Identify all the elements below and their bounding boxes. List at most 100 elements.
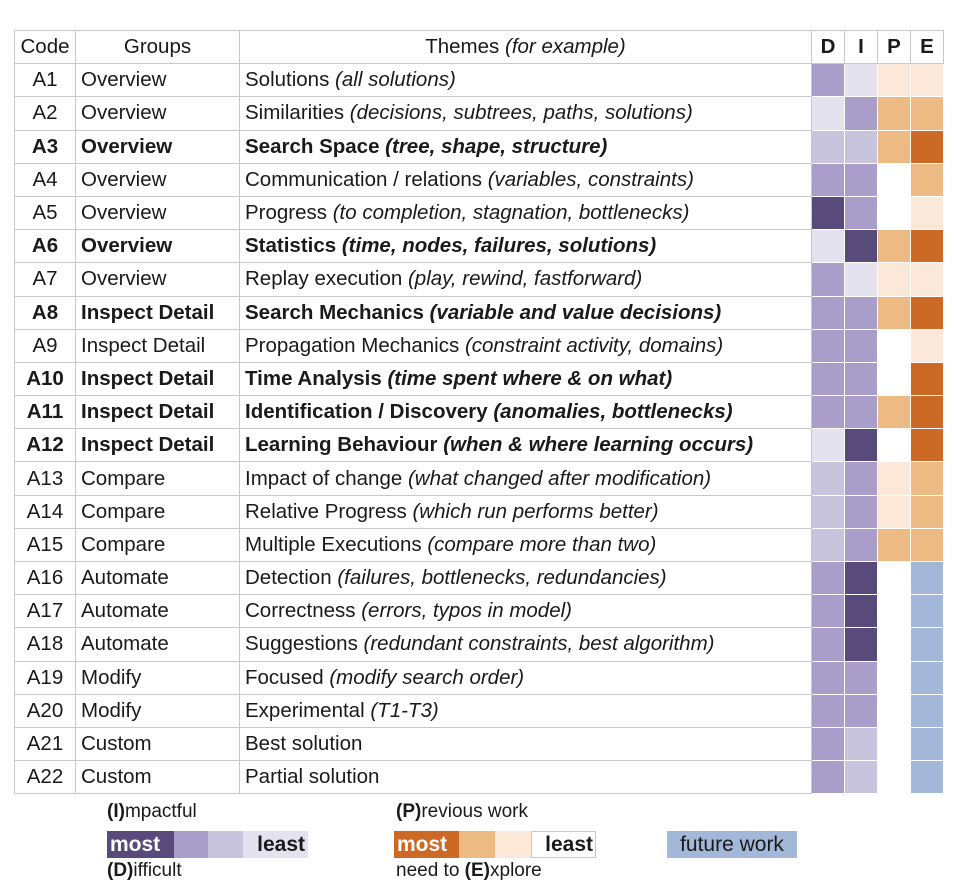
row-theme: Communication / relations (variables, co…	[239, 162, 812, 197]
legend-explore-key: (E)	[464, 860, 490, 881]
heat-cell-d	[811, 129, 845, 164]
legend-previous-text: revious work	[421, 801, 528, 822]
row-theme-label: Progress	[245, 201, 333, 225]
row-code: A14	[14, 494, 76, 529]
table-row: A20 Modify Experimental (T1-T3)	[14, 693, 944, 728]
row-theme-label: Similarities	[245, 101, 350, 125]
row-theme-example: (T1-T3)	[370, 698, 439, 722]
row-theme-label: Search Mechanics	[245, 300, 430, 324]
row-theme-label: Impact of change	[245, 466, 408, 490]
heat-cell-i	[844, 494, 878, 529]
heat-cell-e	[910, 594, 944, 629]
heat-cell-d	[811, 527, 845, 563]
heat-cell-d	[811, 693, 845, 728]
legend-future-work-label: future work	[680, 833, 784, 856]
table-row: A13 Compare Impact of change (what changed…	[14, 461, 944, 496]
row-theme: Focused (modify search order)	[239, 660, 812, 695]
row-theme-label: Statistics	[245, 234, 342, 258]
row-code: A6	[14, 229, 76, 264]
row-code: A3	[14, 129, 76, 164]
row-code: A12	[14, 428, 76, 463]
row-theme: Best solution	[239, 726, 812, 762]
row-theme-label: Replay execution	[245, 267, 408, 291]
legend-explore: need to (E)xplore	[396, 860, 542, 882]
heat-cell-e	[910, 295, 944, 330]
table-row: A15 Compare Multiple Executions (compare m…	[14, 527, 944, 563]
heat-cell-i	[844, 627, 878, 662]
legend-purple-scale: most least	[107, 831, 308, 858]
row-theme-example: (time spent where & on what)	[387, 366, 673, 390]
heat-cell-i	[844, 195, 878, 231]
row-group: Modify	[75, 660, 240, 695]
heat-cell-p	[877, 461, 911, 496]
heat-cell-i	[844, 428, 878, 463]
table-row: A18 Automate Suggestions (redundant constr…	[14, 627, 944, 662]
row-theme-label: Propagation Mechanics	[245, 333, 465, 357]
heat-cell-i	[844, 594, 878, 629]
row-theme-label: Time Analysis	[245, 366, 388, 390]
table-row: A19 Modify Focused (modify search order)	[14, 660, 944, 695]
row-theme: Correctness (errors, typos in model)	[239, 594, 812, 629]
row-group: Inspect Detail	[75, 361, 240, 397]
row-code: A20	[14, 693, 76, 728]
heat-cell-d	[811, 560, 845, 596]
heat-cell-p	[877, 229, 911, 264]
row-code: A9	[14, 328, 76, 363]
legend-purple-least: least	[242, 831, 308, 858]
row-code: A5	[14, 195, 76, 231]
row-theme: Learning Behaviour (when & where learnin…	[239, 428, 812, 463]
heat-cell-i	[844, 262, 878, 297]
row-group: Automate	[75, 560, 240, 596]
row-group: Overview	[75, 262, 240, 297]
heat-cell-d	[811, 627, 845, 662]
heat-cell-e	[910, 229, 944, 264]
row-theme: Relative Progress (which run performs be…	[239, 494, 812, 529]
row-group: Compare	[75, 494, 240, 529]
row-theme-example: (play, rewind, fastforward)	[407, 267, 643, 291]
table-row: A1 Overview Solutions (all solutions)	[14, 63, 944, 98]
row-theme: Progress (to completion, stagnation, bot…	[239, 195, 812, 231]
row-theme: Impact of change (what changed after mod…	[239, 461, 812, 496]
row-theme: Experimental (T1-T3)	[239, 693, 812, 728]
heat-cell-d	[811, 195, 845, 231]
heat-cell-e	[910, 693, 944, 728]
legend-impactful-key: (I)	[107, 801, 125, 822]
legend-orange-most: most	[394, 831, 459, 858]
table-row: A14 Compare Relative Progress (which run p…	[14, 494, 944, 529]
heat-cell-p	[877, 527, 911, 563]
row-code: A11	[14, 395, 76, 430]
row-code: A10	[14, 361, 76, 397]
legend-difficult: (D)ifficult	[107, 860, 182, 882]
row-theme-example: (what changed after modification)	[407, 466, 712, 490]
row-theme: Search Mechanics (variable and value dec…	[239, 295, 812, 330]
heat-cell-i	[844, 760, 878, 795]
row-theme: Suggestions (redundant constraints, best…	[239, 627, 812, 662]
header-p: P	[877, 29, 911, 65]
row-theme: Solutions (all solutions)	[239, 63, 812, 98]
header-row: Code Groups Themes (for example) D I P E	[14, 29, 944, 65]
row-group: Overview	[75, 96, 240, 131]
legend-purple-step-3	[174, 831, 209, 858]
row-theme-example: (variables, constraints)	[487, 167, 694, 191]
heat-cell-e	[910, 494, 944, 529]
heat-cell-p	[877, 195, 911, 231]
row-theme-label: Search Space	[245, 134, 386, 158]
row-group: Custom	[75, 760, 240, 795]
legend-explore-text: xplore	[490, 860, 542, 881]
heat-cell-p	[877, 162, 911, 197]
heat-cell-i	[844, 660, 878, 695]
row-theme: Replay execution (play, rewind, fastforw…	[239, 262, 812, 297]
row-theme-example: (anomalies, bottlenecks)	[493, 400, 733, 424]
heat-cell-d	[811, 162, 845, 197]
heat-cell-e	[910, 328, 944, 363]
row-theme: Statistics (time, nodes, failures, solut…	[239, 229, 812, 264]
row-group: Modify	[75, 693, 240, 728]
row-theme-example: (variable and value decisions)	[429, 300, 722, 324]
header-d: D	[811, 29, 845, 65]
row-group: Overview	[75, 162, 240, 197]
legend-impactful-text: mpactful	[124, 801, 197, 822]
row-theme: Partial solution	[239, 760, 812, 795]
heat-cell-e	[910, 527, 944, 563]
row-theme-label: Solutions	[245, 68, 336, 92]
header-themes: Themes (for example)	[239, 29, 812, 65]
